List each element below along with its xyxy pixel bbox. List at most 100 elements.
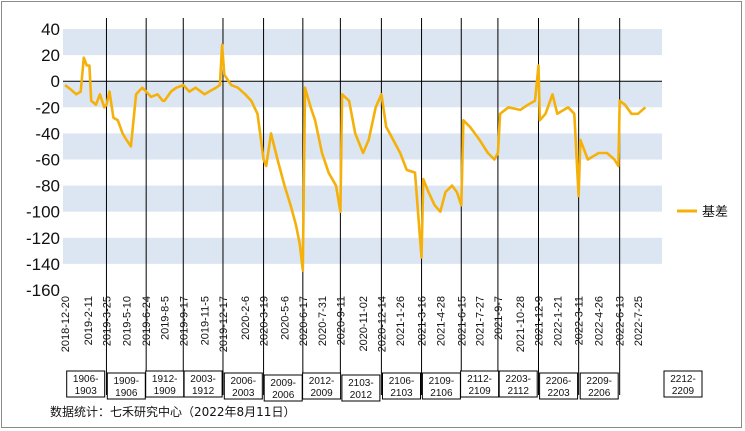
x-tick-label: 2018-12-20: [60, 296, 72, 352]
contract-label-line: 2212-: [670, 374, 696, 385]
contract-label: 1912-1909: [145, 370, 185, 398]
grid-band: [63, 185, 662, 212]
contract-box: [183, 370, 223, 398]
y-tick-label: -20: [35, 98, 60, 117]
source-note: 数据统计：七禾研究中心（2022年8月11日）: [50, 405, 296, 419]
contract-box: [145, 370, 185, 398]
contract-box: [460, 370, 500, 398]
contract-label-line: 2103-: [348, 378, 374, 389]
contract-label-line: 2203: [547, 388, 570, 399]
contract-label-line: 2012-: [309, 376, 335, 387]
contract-box: [302, 372, 342, 400]
contract-label: 2212-2209: [663, 370, 703, 398]
contract-label: 2003-1912: [183, 370, 223, 398]
x-tick-label: 2021-4-28: [435, 296, 447, 346]
contract-label-line: 1903: [75, 386, 98, 397]
contract-label-line: 2003: [232, 388, 255, 399]
contract-label-line: 2209: [672, 386, 695, 397]
contract-label: 2209-2206: [579, 372, 619, 400]
contract-box: [539, 372, 579, 400]
contract-label-line: 2206-: [546, 376, 572, 387]
y-tick-label: -80: [35, 177, 60, 196]
contract-label-line: 2209-: [586, 376, 612, 387]
x-tick-label: 2022-3-11: [574, 296, 586, 345]
x-tick-label: 2020-6-17: [298, 296, 310, 346]
contract-label-line: 2009: [310, 388, 333, 399]
contract-box: [106, 372, 146, 400]
x-tick-label: 2022-4-26: [594, 296, 606, 346]
x-tick-label: 2019-12-17: [218, 296, 230, 352]
x-tick-label: 2021-9-7: [493, 296, 505, 340]
contract-label: 2112-2109: [460, 370, 500, 398]
x-tick-label: 2019-11-5: [200, 296, 212, 345]
contract-label-line: 1906: [115, 388, 138, 399]
contract-label: 1909-1906: [106, 372, 146, 400]
contract-label-line: 2106-: [389, 376, 415, 387]
contract-box: [579, 372, 619, 400]
y-tick-label: -100: [26, 203, 60, 222]
contract-label-line: 2006-: [231, 376, 257, 387]
x-tick-label: 2021-1-26: [395, 296, 407, 346]
contract-label: 2203-2112: [498, 370, 538, 398]
series-line: [64, 43, 647, 272]
contract-label: 2106-2103: [382, 372, 421, 400]
x-tick-label: 2019-3-25: [102, 296, 114, 346]
x-tick-label: 2021-6-15: [456, 296, 468, 346]
contract-label-line: 2003-: [190, 374, 216, 385]
contract-box: [223, 372, 263, 400]
x-tick-label: 2020-12-14: [376, 296, 388, 352]
legend-label: 基差: [702, 205, 728, 220]
contract-label-line: 2109: [468, 386, 491, 397]
x-tick-label: 2020-5-6: [280, 296, 292, 340]
x-tick-label: 2019-9-17: [178, 296, 190, 346]
contract-box: [382, 372, 421, 400]
contract-label: 2006-2003: [223, 372, 263, 400]
x-tick-label: 2021-10-28: [515, 296, 527, 352]
contract-label-line: 1906-: [73, 374, 99, 385]
contract-label-line: 2109-: [429, 376, 455, 387]
contract-box: [263, 374, 303, 402]
x-tick-label: 2020-7-31: [317, 296, 329, 346]
x-tick-label: 2019-8-5: [160, 296, 172, 340]
y-tick-label: -120: [26, 229, 60, 248]
x-tick-label: 2019-5-10: [122, 296, 134, 346]
contract-label-line: 2203-: [505, 374, 531, 385]
x-tick-label: 2019-2-11: [83, 296, 95, 345]
y-tick-label: -140: [26, 255, 60, 274]
x-tick-label: 2022-1-21: [552, 296, 564, 346]
x-tick-label: 2019-6-24: [141, 296, 153, 346]
x-tick-label: 2021-3-16: [417, 296, 429, 346]
x-tick-label: 2022-7-25: [633, 296, 645, 346]
y-tick-label: -160: [26, 281, 60, 300]
y-tick-label: -60: [35, 151, 60, 170]
x-tick-label: 2020-3-19: [259, 296, 271, 346]
contract-box: [341, 374, 381, 402]
legend: 基差: [677, 205, 728, 220]
contract-label: 1906-1903: [66, 370, 106, 398]
contract-box: [421, 372, 461, 400]
contract-label-line: 1912-: [152, 374, 178, 385]
x-tick-label: 2020-11-02: [358, 296, 370, 351]
contract-label-line: 2106: [430, 388, 453, 399]
contract-label-line: 2006: [272, 390, 295, 401]
grid-band: [63, 81, 662, 108]
contract-box: [66, 370, 106, 398]
grid-band: [63, 133, 662, 160]
contract-box: [663, 370, 703, 398]
contract-label-line: 2012: [350, 390, 373, 401]
contract-label: 2012-2009: [302, 372, 342, 400]
y-tick-label: 20: [41, 46, 60, 65]
contract-label: 2109-2106: [421, 372, 461, 400]
x-tick-label: 2022-6-13: [615, 296, 627, 346]
contract-label: 2206-2203: [539, 372, 579, 400]
y-tick-label: 40: [41, 20, 60, 39]
contract-label-line: 2206: [588, 388, 611, 399]
y-tick-label: 0: [51, 72, 60, 91]
contract-label-line: 2112: [507, 386, 529, 397]
x-tick-label: 2020-9-11: [335, 296, 347, 345]
grid-band: [63, 29, 662, 56]
y-tick-label: -40: [35, 124, 60, 143]
contract-label-line: 2009-: [270, 378, 296, 389]
